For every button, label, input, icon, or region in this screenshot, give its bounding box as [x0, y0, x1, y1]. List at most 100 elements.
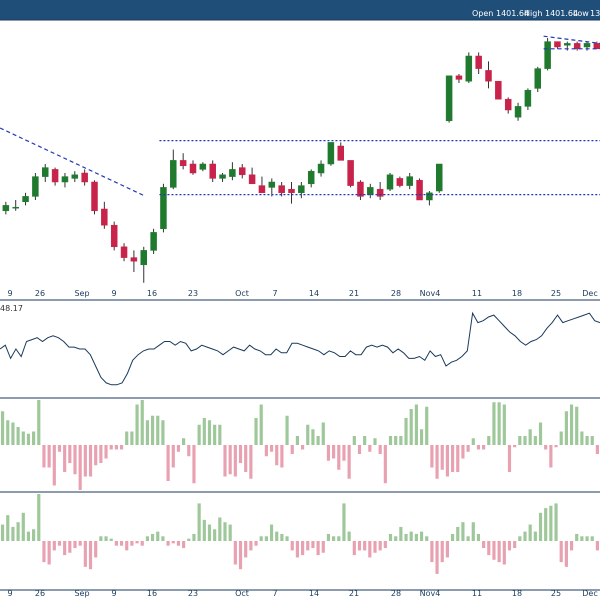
hist2-bar — [533, 531, 537, 541]
hist2-bar — [564, 541, 568, 567]
candle-body — [209, 163, 216, 179]
x-tick-label: Sep — [74, 289, 89, 298]
hist1-bar — [580, 431, 584, 445]
hist1-bar — [197, 424, 201, 445]
x-tick-label: 7 — [272, 289, 277, 298]
hist2-bar — [399, 526, 403, 541]
hist2-bar — [544, 508, 548, 541]
hist2-bar — [264, 536, 268, 541]
hist2-bar — [425, 536, 429, 541]
hist1-bar — [394, 436, 398, 445]
candle-body — [61, 176, 69, 183]
hist2-bar — [502, 541, 506, 565]
candle-body — [544, 41, 551, 69]
hist1-bar — [16, 427, 20, 445]
hist1-bar — [440, 445, 444, 470]
x-tick-label: Sep — [74, 589, 89, 598]
hist2-bar — [125, 541, 129, 551]
hist1-bar — [1, 411, 5, 445]
hist2-bar — [451, 533, 455, 541]
hist2-bar — [559, 541, 563, 563]
candle-body — [179, 160, 187, 167]
hist1-bar — [554, 445, 558, 448]
hist2-bar — [244, 541, 248, 558]
hist2-bar — [94, 541, 98, 558]
hist2-bar — [388, 533, 393, 541]
hist2-bar — [471, 522, 475, 541]
hist2-bar — [497, 541, 501, 563]
x-tick-label: Dec — [582, 589, 597, 598]
candle-body — [229, 169, 236, 177]
hist1-bar — [109, 445, 113, 450]
rsi-label: 48.17 — [0, 304, 23, 313]
candle-body — [2, 205, 10, 212]
hist1-bar — [285, 415, 289, 445]
hist1-bar — [88, 445, 93, 477]
hist2-bar — [394, 536, 398, 541]
hist1-bar — [451, 445, 455, 472]
hist2-bar — [383, 541, 387, 549]
candle-body — [337, 145, 344, 161]
hist1-bar — [47, 445, 51, 468]
hist1-bar — [456, 445, 460, 472]
hist1-bar — [233, 445, 237, 477]
candle-body — [248, 174, 256, 185]
hist1-bar — [399, 436, 403, 445]
hist1-bar — [295, 436, 299, 445]
hist1-bar — [42, 445, 46, 468]
hist2-bar — [487, 541, 491, 556]
candle-body — [514, 106, 522, 118]
candle-body — [298, 185, 305, 194]
hist1-bar — [259, 404, 263, 445]
hist2-bar — [528, 524, 532, 541]
hist1-bar — [207, 420, 212, 445]
hist1-bar — [264, 445, 268, 457]
candle-body — [455, 75, 463, 80]
candle-body — [583, 43, 591, 48]
hist2-bar — [414, 533, 418, 541]
hist1-bar — [538, 422, 543, 445]
x-axes: 9 26 Sep 9 16 23 Oct 7 14 21 28 Nov4 11 18 25 Dec 9 26 Sep… — [7, 289, 597, 598]
hist2-bar — [595, 541, 599, 551]
hist1-bar — [176, 445, 181, 452]
hist1-bar — [140, 400, 144, 445]
candle-body — [219, 174, 226, 179]
hist1-bar — [487, 436, 491, 445]
hist2-bar — [166, 541, 170, 546]
hist2-bar — [585, 536, 589, 541]
hist1-bar — [83, 445, 87, 477]
hist1-bar — [435, 445, 439, 479]
price-panel — [0, 35, 600, 283]
hist1-bar — [73, 445, 77, 475]
candle-body — [376, 188, 384, 197]
hist1-bar — [130, 431, 134, 445]
hist1-bar — [466, 445, 470, 452]
candle-body — [288, 188, 295, 194]
hist1-bar — [523, 436, 527, 445]
hist1-bar — [513, 445, 517, 448]
hist2-bar — [249, 541, 253, 551]
panel-frames — [0, 19, 600, 591]
x-tick-label: 28 — [391, 289, 401, 298]
candle-body — [199, 163, 207, 170]
hist2-bar — [342, 503, 346, 541]
candle-body — [307, 170, 315, 185]
rsi-panel — [0, 311, 600, 386]
hist1-bar — [569, 404, 574, 445]
candle-body — [101, 208, 108, 226]
hist1-bar — [342, 445, 346, 461]
hist2-bar — [37, 494, 41, 541]
hist2-bar — [11, 526, 15, 541]
x-tick-label: 11 — [472, 589, 482, 598]
hist2-bar — [321, 541, 325, 553]
hist1-bar — [445, 445, 449, 477]
hist2-bar — [1, 524, 5, 541]
quote-bar: Open 1401.64 High 1401.64 Low 13 — [0, 0, 600, 20]
hist1-bar — [269, 445, 274, 452]
hist2-bar — [42, 541, 46, 563]
hist2-bar — [223, 522, 227, 541]
hist2-bar — [197, 503, 201, 541]
x-tick-label: 23 — [188, 289, 198, 298]
hist1-bar — [218, 424, 222, 445]
histogram-panel-1 — [1, 400, 599, 490]
